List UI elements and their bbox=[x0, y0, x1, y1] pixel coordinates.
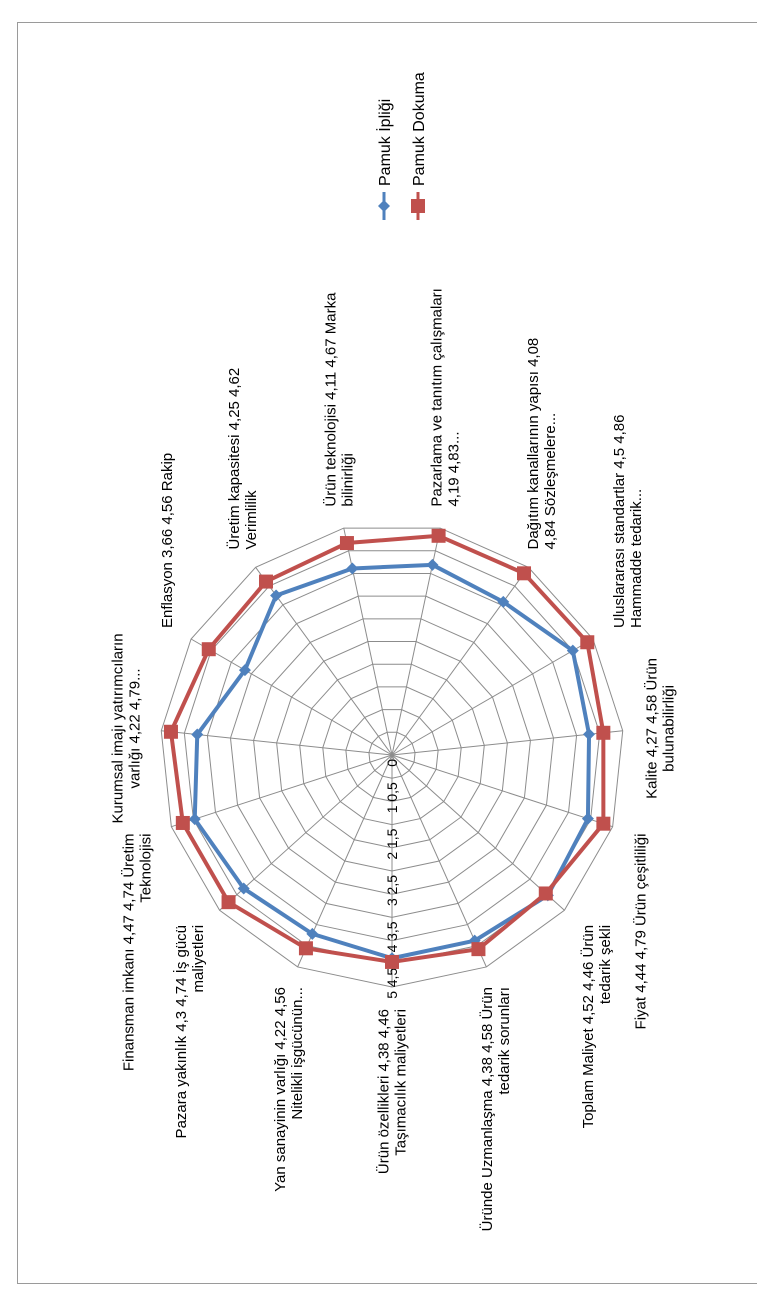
grid-ring bbox=[253, 618, 531, 895]
data-point bbox=[175, 815, 190, 830]
category-label: Dağıtım kanallarının yapısı 4,084,84 Söz… bbox=[525, 338, 559, 550]
category-label: Pazarlama ve tanıtım çalışmaları4,19 4,8… bbox=[428, 288, 462, 506]
series-line bbox=[192, 562, 592, 961]
data-point bbox=[580, 635, 595, 650]
data-point bbox=[426, 558, 439, 571]
r-tick-label: 2,5 bbox=[384, 875, 400, 895]
category-label: Ürün özellikleri 4,38 4,46Taşımacılık ma… bbox=[375, 1009, 410, 1174]
data-point bbox=[538, 886, 553, 901]
series-line bbox=[168, 533, 606, 964]
grid-spoke bbox=[391, 754, 613, 828]
r-tick-label: 4,5 bbox=[384, 968, 400, 988]
data-point bbox=[201, 642, 216, 657]
data-point bbox=[431, 528, 446, 543]
category-label: Toplam Maliyet 4,52 4,46 Ürüntedarik şek… bbox=[579, 925, 614, 1128]
r-tick-label: 3,5 bbox=[384, 921, 400, 941]
grid-ring bbox=[322, 686, 462, 826]
legend-label: Pamuk Dokuma bbox=[411, 72, 428, 186]
category-label: Yan sanayinin varlığı 4,22 4,56Nitelikli… bbox=[272, 987, 306, 1192]
data-point bbox=[471, 942, 486, 957]
category-label: Ürün teknolojisi 4,11 4,67 Markabilinirl… bbox=[322, 292, 357, 507]
data-point bbox=[385, 954, 399, 969]
grid-spoke bbox=[391, 638, 594, 756]
grid-ring bbox=[160, 527, 624, 988]
data-point bbox=[596, 816, 611, 831]
r-tick-label: 0,5 bbox=[384, 782, 400, 802]
grid-spoke bbox=[171, 754, 393, 828]
category-label: Finansman imkanı 4,47 4,74 ÜretimTeknolo… bbox=[119, 833, 154, 1071]
grid-spoke bbox=[190, 638, 393, 756]
grid-ring bbox=[276, 641, 508, 872]
r-tick-label: 2 bbox=[384, 852, 400, 860]
data-point bbox=[270, 589, 283, 602]
data-point bbox=[497, 595, 510, 608]
radar-plot: 0 0,5 1 1,5 2 2,5 3 3,5 4 4,5 5 Ürün özellikleri 4,… bbox=[109, 288, 677, 1231]
r-tick-label: 1,5 bbox=[384, 828, 400, 848]
data-point bbox=[258, 574, 273, 589]
data-point bbox=[346, 562, 359, 575]
grid-ring bbox=[299, 663, 485, 849]
grid-spoke bbox=[391, 754, 487, 968]
data-point bbox=[583, 728, 596, 741]
grid-ring bbox=[345, 709, 439, 802]
data-point bbox=[298, 941, 313, 956]
category-label: Fiyat 4,44 4,79 Ürün çeşitliliği bbox=[632, 833, 650, 1029]
grid-spoke bbox=[391, 754, 565, 911]
legend-marker bbox=[411, 199, 425, 213]
r-tick-label: 5 bbox=[384, 991, 400, 999]
legend-marker bbox=[378, 200, 390, 212]
r-tick-label: 0 bbox=[384, 759, 400, 767]
category-label: Enflasyon 3,66 4,56 Rakip bbox=[159, 453, 176, 628]
grid-ring bbox=[206, 572, 578, 942]
r-tick-label: 3 bbox=[384, 898, 400, 906]
grid-ring bbox=[229, 595, 555, 918]
category-label: Kurumsal imajı yatırımcılarınvarlığı 4,2… bbox=[109, 633, 143, 823]
category-label: Üründe Uzmanlaşma 4,38 4,58 Ürüntedarik … bbox=[478, 987, 513, 1231]
category-label: Üretim kapasitesi 4,25 4,62Verimlilik bbox=[225, 368, 260, 550]
data-point bbox=[188, 813, 201, 826]
data-point bbox=[163, 724, 178, 739]
legend-label: Pamuk İpliği bbox=[375, 99, 394, 186]
data-point bbox=[596, 725, 611, 740]
grid-spoke bbox=[219, 754, 393, 911]
r-tick-label: 1 bbox=[384, 805, 400, 813]
data-point bbox=[237, 882, 250, 895]
category-label: Pazara yakınlık 4,3 4,74 İş gücümaliyetl… bbox=[172, 925, 207, 1138]
category-label: Kalite 4,27 4,58 Ürünbulunabilirliği bbox=[643, 658, 678, 799]
data-point bbox=[339, 536, 354, 551]
category-label: Uluslararası standartlar 4,5 4,86Hammadd… bbox=[611, 415, 645, 628]
grid-ring bbox=[368, 731, 416, 779]
data-point bbox=[517, 566, 532, 581]
chart-frame bbox=[17, 22, 757, 1284]
r-tick-label: 4 bbox=[384, 944, 400, 952]
legend: Pamuk İpliği Pamuk Dokuma bbox=[375, 72, 428, 220]
data-point bbox=[238, 664, 251, 677]
data-point bbox=[221, 895, 236, 910]
